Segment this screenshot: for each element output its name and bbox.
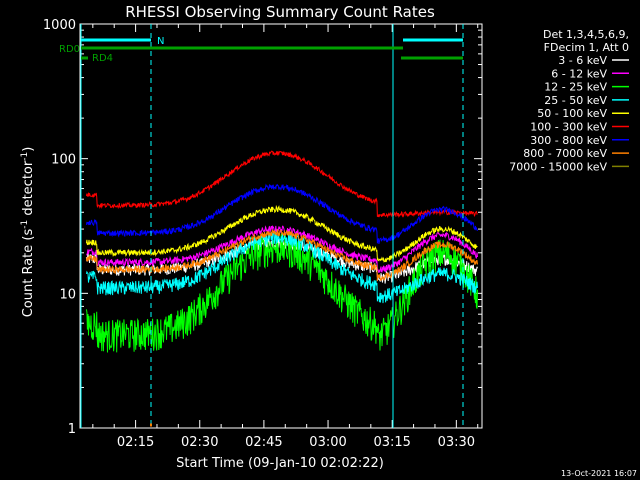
legend-label: 25 - 50 keV: [544, 94, 607, 107]
y-tick-label: 10: [59, 287, 76, 302]
legend-label: 3 - 6 keV: [558, 54, 607, 67]
series-line: [85, 233, 478, 353]
y-tick-label: 100: [51, 153, 76, 168]
y-tick-label: 1: [68, 422, 76, 437]
legend-label: 100 - 300 keV: [530, 121, 607, 134]
legend-header: Det 1,3,4,5,6,9,: [543, 28, 629, 41]
series-line: [85, 204, 478, 263]
series-group: [85, 150, 478, 353]
footer-date: 13-Oct-2021 16:07: [561, 469, 637, 478]
legend-label: 300 - 800 keV: [530, 134, 607, 147]
plot-border: [79, 23, 483, 429]
legend-label: 12 - 25 keV: [544, 81, 607, 94]
x-axis: 02:15 02:30 02:45 03:00 03:15 03:30: [92, 24, 479, 450]
x-tick-label: 02:15: [117, 435, 154, 450]
x-axis-label: Start Time (09-Jan-10 02:02:22): [176, 456, 384, 471]
plot-area: [79, 23, 483, 429]
series-line: [85, 228, 478, 282]
x-tick-label: 03:30: [438, 435, 475, 450]
legend: Det 1,3,4,5,6,9,FDecim 1, Att 03 - 6 keV…: [509, 28, 629, 173]
legend-label: 6 - 12 keV: [551, 67, 607, 80]
legend-label: 50 - 100 keV: [537, 107, 607, 120]
series-line: [85, 150, 478, 219]
series-line: [85, 230, 478, 304]
x-tick-label: 02:30: [181, 435, 218, 450]
annotation-bars: N RD0 RD4: [59, 24, 464, 428]
legend-label: 7000 - 15000 keV: [509, 160, 607, 173]
legend-header: FDecim 1, Att 0: [544, 41, 629, 54]
y-axis-label: Count Rate (s-1 detector-1): [20, 147, 36, 318]
y-axis: 1000 100 10 1: [43, 18, 482, 437]
legend-label: 800 - 7000 keV: [523, 147, 607, 160]
y-tick-label: 1000: [43, 18, 76, 33]
x-tick-label: 03:15: [373, 435, 410, 450]
x-tick-label: 02:45: [245, 435, 282, 450]
series-line: [85, 183, 478, 245]
rd0-label: RD0: [59, 44, 80, 55]
x-tick-label: 03:00: [309, 435, 346, 450]
rd4-label: RD4: [92, 53, 113, 64]
chart-title: RHESSI Observing Summary Count Rates: [125, 3, 435, 21]
night-label: N: [157, 36, 164, 47]
